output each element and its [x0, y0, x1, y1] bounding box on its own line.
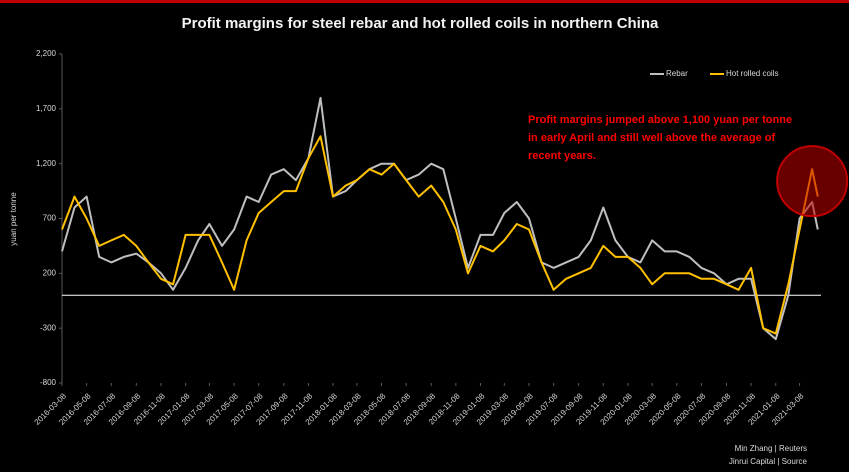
- annotation: Profit margins jumped above 1,100 yuan p…: [528, 114, 792, 126]
- footer: Jinrui Capital | Source: [729, 457, 808, 466]
- top-bar: [0, 0, 849, 3]
- footer: Min Zhang | Reuters: [735, 444, 807, 453]
- legend-label: Hot rolled coils: [726, 69, 778, 78]
- annotation: recent years.: [528, 150, 596, 162]
- line-series: [61, 96, 819, 341]
- legend-label: Rebar: [666, 69, 688, 78]
- y-axis-label: yuan per tonne: [9, 192, 18, 246]
- y-tick-label: 2,200: [36, 49, 57, 58]
- y-tick-label: -800: [40, 378, 57, 387]
- y-tick-label: 1,200: [36, 159, 57, 168]
- line-series: [61, 135, 819, 335]
- highlight-circle: [776, 145, 849, 218]
- y-tick-label: 700: [43, 214, 57, 223]
- annotation: in early April and still well above the …: [528, 132, 776, 144]
- y-tick-label: 1,700: [36, 104, 57, 113]
- y-tick-label: 200: [43, 268, 57, 277]
- y-tick-label: -300: [40, 323, 57, 332]
- chart-title: Profit margins for steel rebar and hot r…: [182, 15, 659, 32]
